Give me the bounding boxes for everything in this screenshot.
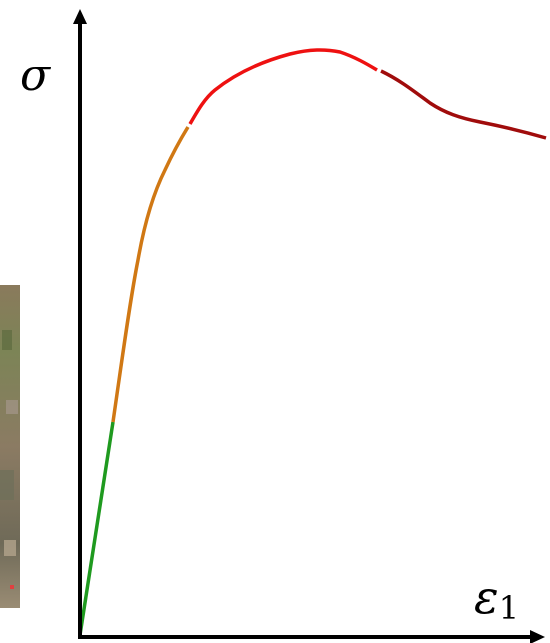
softening-segment: [381, 71, 546, 138]
y-axis-label: σ: [20, 50, 52, 101]
page: σ ε1 (() => { const data = JSON.parse(do…: [0, 0, 550, 643]
x-axis-symbol: ε: [474, 570, 499, 624]
peak-segment: [190, 50, 377, 124]
axes: [73, 9, 545, 643]
x-arrow: [530, 630, 545, 643]
hardening-segment: [113, 127, 188, 422]
x-axis-subscript: 1: [499, 589, 519, 627]
diagram: σ ε1: [0, 0, 550, 643]
elastic-segment: [80, 422, 113, 635]
y-arrow: [73, 9, 87, 24]
stress-strain-curve: [80, 50, 546, 635]
photo-fragment: [0, 285, 20, 608]
x-axis-label: ε1: [474, 570, 519, 627]
